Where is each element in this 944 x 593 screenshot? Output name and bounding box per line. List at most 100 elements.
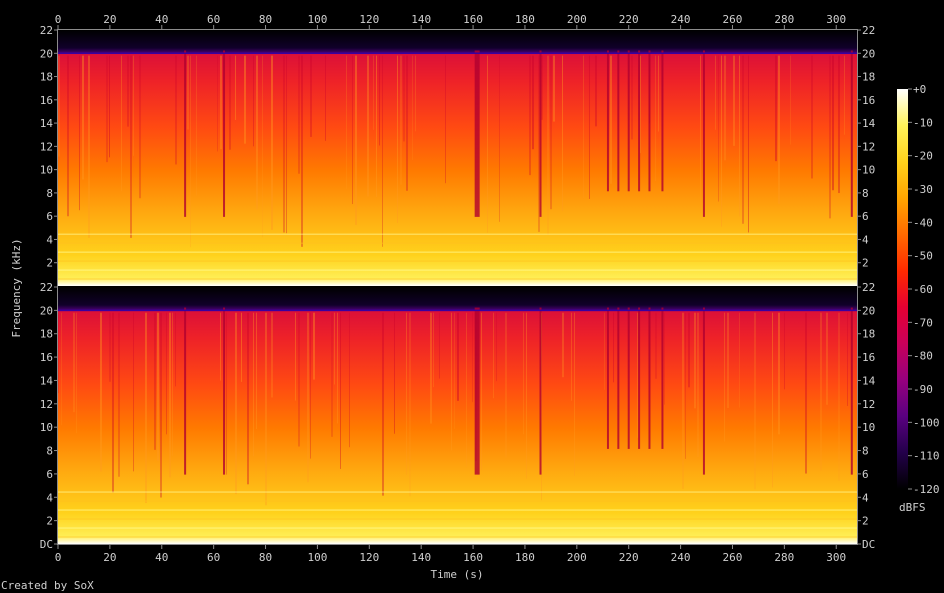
texture-stripe xyxy=(127,55,129,127)
texture-stripe xyxy=(562,55,563,212)
texture-stripe xyxy=(466,312,467,468)
y-tick-label-right: 20 xyxy=(862,304,875,317)
colorbar-tick-label: -100 xyxy=(913,416,940,429)
texture-stripe xyxy=(106,55,108,163)
texture-stripe xyxy=(310,55,312,137)
texture-stripe xyxy=(79,55,80,211)
frequency-band xyxy=(58,518,857,520)
texture-stripe xyxy=(73,312,75,413)
texture-stripe xyxy=(346,55,347,189)
colorbar-tick-label: -90 xyxy=(913,383,933,396)
texture-stripe xyxy=(550,55,552,210)
texture-stripe xyxy=(235,55,236,120)
colorbar xyxy=(897,89,908,489)
y-tick-label-right: 12 xyxy=(862,398,875,411)
texture-stripe xyxy=(694,312,696,409)
texture-stripe xyxy=(283,55,285,233)
x-tick-label-bottom: 300 xyxy=(826,551,846,564)
colorbar-tick-label: -110 xyxy=(913,450,940,463)
y-tick-label-left: 22 xyxy=(40,24,53,37)
y-tick-label-right: 14 xyxy=(862,374,876,387)
texture-stripe xyxy=(655,312,657,379)
y-tick-label-left: 2 xyxy=(46,515,53,528)
x-tick-label-bottom: 40 xyxy=(155,551,168,564)
texture-stripe xyxy=(784,312,785,390)
y-tick-label-right: 18 xyxy=(862,328,875,341)
frequency-band xyxy=(58,509,857,511)
x-tick-label-bottom: 260 xyxy=(723,551,743,564)
texture-stripe xyxy=(166,312,167,435)
transient-dip xyxy=(638,50,641,192)
x-tick-label-bottom: 180 xyxy=(515,551,535,564)
transient-dip xyxy=(661,307,664,449)
texture-stripe xyxy=(532,55,534,150)
texture-stripe xyxy=(505,312,507,458)
y-tick-label-left: 4 xyxy=(46,491,53,504)
texture-stripe xyxy=(739,312,740,408)
y-tick-label-left: 10 xyxy=(40,421,53,434)
texture-stripe xyxy=(553,55,555,122)
frequency-band xyxy=(58,242,857,244)
texture-stripe xyxy=(721,55,722,227)
texture-stripe xyxy=(811,55,813,179)
texture-stripe xyxy=(253,55,254,147)
frequency-band xyxy=(58,278,857,280)
frequency-band xyxy=(58,269,857,271)
y-tick-label-left: 4 xyxy=(46,233,53,246)
colorbar-tick-label: -120 xyxy=(913,483,940,496)
y-tick-label-right: 16 xyxy=(862,351,875,364)
transient-dip xyxy=(617,50,620,192)
transient-dip xyxy=(648,50,651,192)
transient-dip xyxy=(223,307,226,475)
texture-stripe xyxy=(493,312,494,399)
texture-stripe xyxy=(631,55,633,140)
texture-stripe xyxy=(664,312,665,405)
texture-stripe xyxy=(121,55,122,192)
texture-stripe xyxy=(457,312,459,401)
texture-stripe xyxy=(196,55,197,196)
texture-stripe xyxy=(715,55,716,130)
y-tick-label-left: 18 xyxy=(40,71,53,84)
y-axis-label: Frequency (kHz) xyxy=(10,238,23,337)
x-tick-label-bottom: 220 xyxy=(619,551,639,564)
y-tick-label-right: 2 xyxy=(862,515,869,528)
channel-2-spectrogram xyxy=(58,287,857,544)
texture-stripe xyxy=(406,312,407,475)
texture-stripe xyxy=(58,55,60,157)
x-tick-label-top: 20 xyxy=(103,13,116,26)
y-tick-label-left: 8 xyxy=(46,187,53,200)
y-tick-label-left: DC xyxy=(40,538,53,551)
y-tick-label-right: 8 xyxy=(862,445,869,458)
texture-stripe xyxy=(109,55,110,158)
x-tick-label-bottom: 240 xyxy=(671,551,691,564)
y-tick-label-left: 16 xyxy=(40,351,53,364)
texture-stripe xyxy=(139,55,141,199)
texture-stripe xyxy=(637,312,638,438)
x-tick-label-top: 280 xyxy=(774,13,794,26)
texture-stripe xyxy=(253,312,254,457)
texture-stripe xyxy=(415,55,416,132)
texture-stripe xyxy=(109,312,111,382)
texture-stripe xyxy=(241,312,242,382)
texture-stripe xyxy=(286,55,287,234)
channel-1-spectrogram xyxy=(58,30,857,286)
texture-stripe xyxy=(187,55,189,130)
frequency-band xyxy=(58,527,857,529)
y-tick-label-right: 20 xyxy=(862,47,875,60)
texture-stripe xyxy=(190,55,191,248)
texture-stripe xyxy=(334,312,335,385)
texture-stripe xyxy=(61,312,62,426)
transient-dip xyxy=(606,50,609,192)
transient-dip xyxy=(702,307,705,475)
texture-stripe xyxy=(748,55,749,233)
y-tick-label-right: 16 xyxy=(862,94,875,107)
texture-stripe xyxy=(742,55,744,224)
texture-stripe xyxy=(541,55,543,120)
texture-stripe xyxy=(271,55,273,230)
colorbar-ticks: +0 -10 -20 -30 -40 -50 -60 -70 -80 -90 -100 -110 -12… xyxy=(908,83,940,496)
transient-dip xyxy=(648,307,651,449)
y-tick-label-right: 8 xyxy=(862,187,869,200)
y-tick-label-left: 8 xyxy=(46,445,53,458)
texture-stripe xyxy=(298,312,300,447)
texture-stripe xyxy=(397,55,398,223)
